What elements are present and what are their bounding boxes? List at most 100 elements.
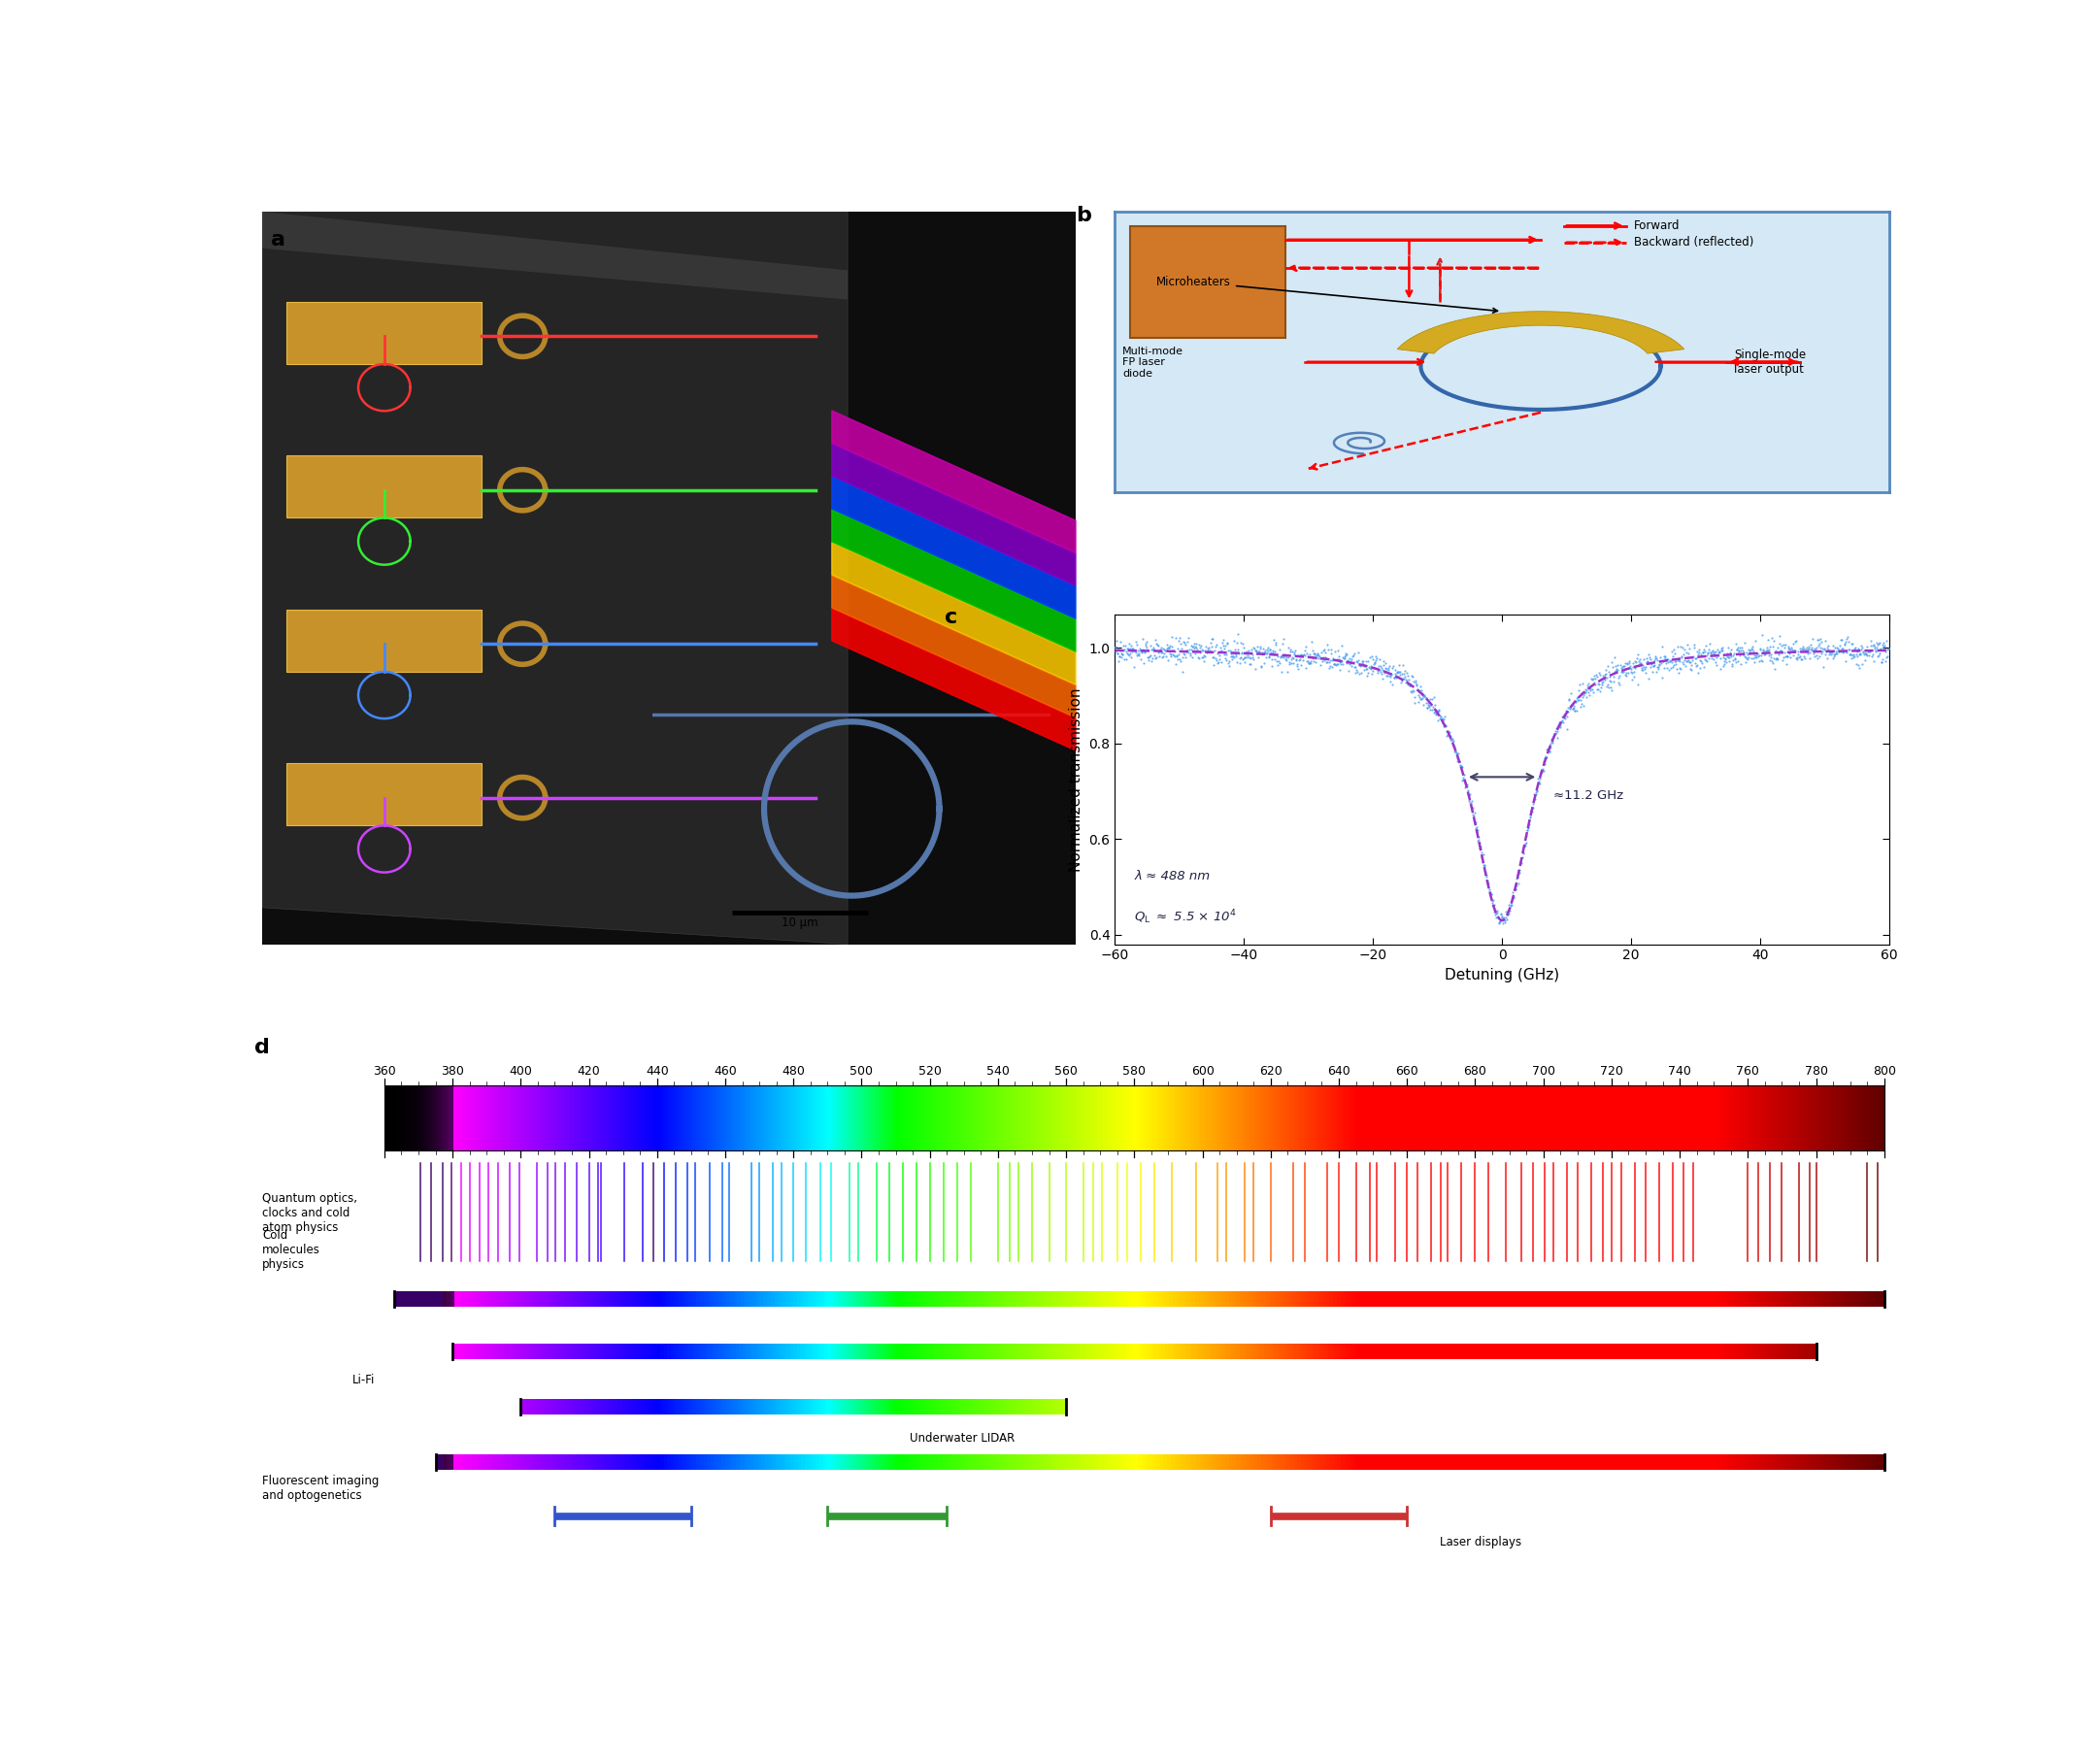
Point xyxy=(1795,624,1828,653)
Point xyxy=(1211,637,1245,665)
FancyBboxPatch shape xyxy=(1587,1344,1591,1358)
FancyBboxPatch shape xyxy=(447,1291,451,1307)
FancyBboxPatch shape xyxy=(1524,1291,1528,1307)
FancyBboxPatch shape xyxy=(1860,1455,1864,1469)
Point xyxy=(1727,639,1761,667)
FancyBboxPatch shape xyxy=(1366,1291,1371,1307)
Point xyxy=(1818,642,1851,670)
Point xyxy=(1138,635,1171,663)
Point xyxy=(1123,637,1157,665)
Point xyxy=(1662,646,1696,674)
Point xyxy=(1253,635,1287,663)
FancyBboxPatch shape xyxy=(1587,1291,1591,1307)
Point xyxy=(1633,653,1667,681)
Point xyxy=(1534,725,1568,753)
Point xyxy=(1297,647,1331,676)
FancyBboxPatch shape xyxy=(1226,1291,1230,1307)
Point xyxy=(1581,670,1614,699)
Point xyxy=(1396,677,1429,706)
Point xyxy=(1465,848,1499,877)
FancyBboxPatch shape xyxy=(1455,1344,1459,1358)
Point xyxy=(1492,891,1526,919)
Point xyxy=(1744,646,1778,674)
Point xyxy=(1390,665,1423,693)
Point xyxy=(1364,660,1398,688)
Text: 520: 520 xyxy=(917,1065,940,1078)
FancyBboxPatch shape xyxy=(777,1344,781,1358)
FancyBboxPatch shape xyxy=(733,1291,737,1307)
FancyBboxPatch shape xyxy=(575,1344,579,1358)
Point xyxy=(1375,654,1408,683)
FancyBboxPatch shape xyxy=(462,1455,466,1469)
FancyBboxPatch shape xyxy=(712,1455,716,1469)
Point xyxy=(1820,633,1853,662)
FancyBboxPatch shape xyxy=(1306,1344,1308,1358)
Text: Laser displays: Laser displays xyxy=(1440,1536,1522,1549)
Text: c: c xyxy=(945,609,957,628)
Point xyxy=(1837,635,1870,663)
Point xyxy=(1387,663,1421,691)
FancyBboxPatch shape xyxy=(1297,1344,1301,1358)
Point xyxy=(1711,633,1744,662)
Point xyxy=(1845,649,1879,677)
Point xyxy=(1280,640,1314,669)
FancyBboxPatch shape xyxy=(657,1455,661,1469)
Point xyxy=(1335,642,1369,670)
Point xyxy=(1623,651,1656,679)
Point xyxy=(1656,639,1690,667)
FancyBboxPatch shape xyxy=(1322,1344,1327,1358)
Point xyxy=(1683,640,1717,669)
FancyBboxPatch shape xyxy=(476,1291,481,1307)
Point xyxy=(1190,639,1224,667)
Point xyxy=(1530,736,1564,764)
Point xyxy=(1476,887,1509,916)
FancyBboxPatch shape xyxy=(1780,1455,1784,1469)
FancyBboxPatch shape xyxy=(1077,1455,1081,1469)
FancyBboxPatch shape xyxy=(1515,1291,1520,1307)
Point xyxy=(1727,642,1761,670)
Point xyxy=(1515,794,1549,822)
Point xyxy=(1797,640,1830,669)
FancyBboxPatch shape xyxy=(1788,1344,1793,1358)
Point xyxy=(1211,649,1245,677)
Point xyxy=(1616,663,1650,691)
Text: 680: 680 xyxy=(1463,1065,1486,1078)
FancyBboxPatch shape xyxy=(907,1344,909,1358)
Point xyxy=(1751,635,1784,663)
Point xyxy=(1251,640,1285,669)
Point xyxy=(1578,669,1612,697)
Point xyxy=(1572,681,1606,709)
Point xyxy=(1333,656,1366,684)
FancyBboxPatch shape xyxy=(644,1291,649,1307)
FancyBboxPatch shape xyxy=(577,1455,581,1469)
Point xyxy=(1205,647,1238,676)
FancyBboxPatch shape xyxy=(1627,1455,1631,1469)
FancyBboxPatch shape xyxy=(1104,1344,1108,1358)
FancyBboxPatch shape xyxy=(913,1291,917,1307)
Point xyxy=(1402,677,1436,706)
Point xyxy=(1503,856,1536,884)
FancyBboxPatch shape xyxy=(1557,1455,1562,1469)
Point xyxy=(1549,699,1583,727)
FancyBboxPatch shape xyxy=(1478,1291,1482,1307)
FancyBboxPatch shape xyxy=(502,1291,506,1307)
Point xyxy=(1776,637,1809,665)
Point xyxy=(1343,660,1377,688)
Point xyxy=(1623,646,1656,674)
Point xyxy=(1194,633,1228,662)
FancyBboxPatch shape xyxy=(1793,1344,1797,1358)
Point xyxy=(1434,727,1467,755)
Text: 580: 580 xyxy=(1123,1065,1146,1078)
FancyBboxPatch shape xyxy=(1432,1455,1436,1469)
Point xyxy=(1723,633,1757,662)
FancyBboxPatch shape xyxy=(1161,1455,1165,1469)
Point xyxy=(1723,649,1757,677)
FancyBboxPatch shape xyxy=(288,764,483,826)
Point xyxy=(1297,639,1331,667)
Point xyxy=(1507,831,1541,859)
Point xyxy=(1696,646,1730,674)
Point xyxy=(1285,642,1318,670)
Point xyxy=(1354,660,1387,688)
Text: λ ≈ 488 nm: λ ≈ 488 nm xyxy=(1133,870,1211,882)
FancyBboxPatch shape xyxy=(674,1344,678,1358)
